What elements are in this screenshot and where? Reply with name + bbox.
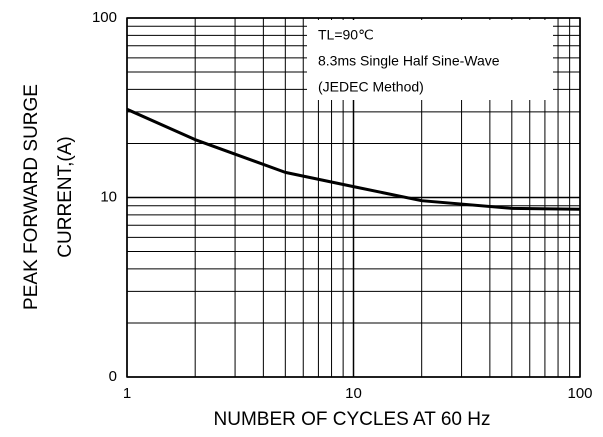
y-tick-label: 10 [100,188,117,205]
x-tick-label: 10 [345,385,362,402]
x-tick-label: 1 [123,385,131,402]
curve [126,107,581,211]
annotation: (JEDEC Method) [318,79,424,95]
x-axis-label: NUMBER OF CYCLES AT 60 Hz [214,409,491,430]
y-axis-label: CURRENT,(A) [55,136,76,257]
y-axis-label: PEAK FORWARD SURGE [21,84,42,310]
y-tick-label: 0 [109,368,117,385]
plot-frame [126,17,581,378]
annotation-box [307,20,553,100]
annotation: TL=90℃ [318,27,374,43]
annotation: 8.3ms Single Half Sine-Wave [318,53,500,69]
y-tick-label: 100 [92,9,117,26]
x-tick-label: 100 [567,385,592,402]
